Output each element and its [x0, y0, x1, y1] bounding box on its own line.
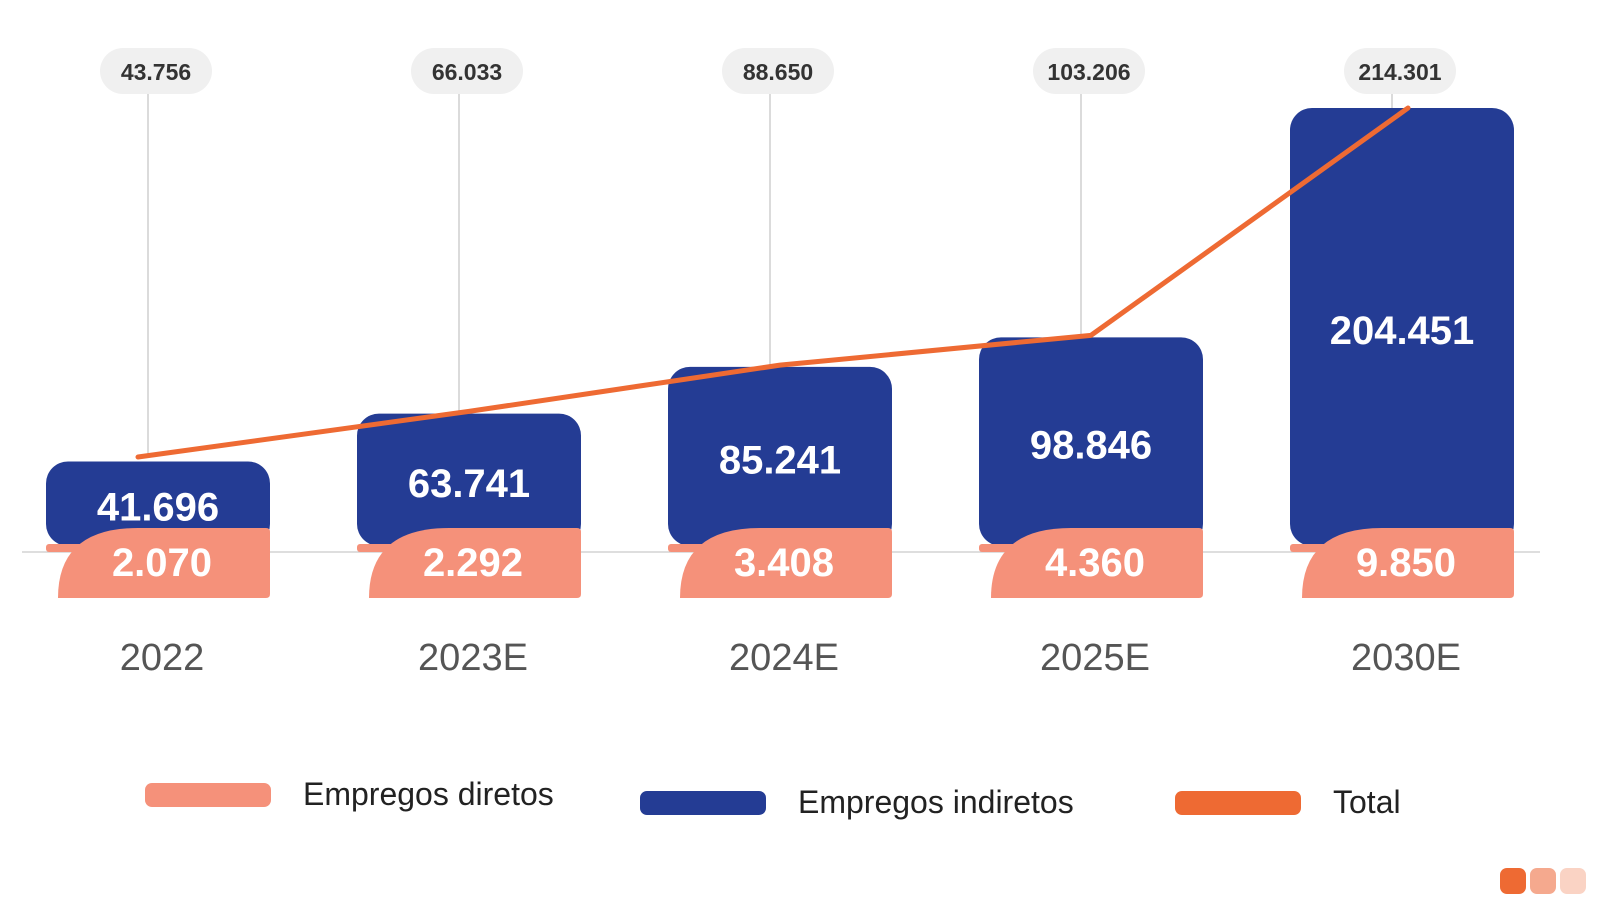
bar-direct [369, 528, 581, 598]
bar-direct-label: 4.360 [1045, 541, 1145, 585]
bar-indirect-label: 85.241 [719, 438, 841, 482]
x-tick-label: 2023E [418, 637, 528, 679]
bar-indirect [1290, 108, 1514, 546]
x-tick-label: 2024E [729, 637, 839, 679]
bar-direct-label: 2.070 [112, 541, 212, 585]
bar-indirect-label: 41.696 [97, 486, 219, 530]
legend-item-total: Total [1175, 784, 1401, 821]
legend-label-direct: Empregos diretos [303, 776, 554, 812]
total-pill [722, 48, 834, 94]
bar-direct-label: 9.850 [1356, 541, 1456, 585]
bar-direct [58, 528, 270, 598]
legend-item-indirect: Empregos indiretos [640, 784, 1074, 821]
x-tick-label: 2025E [1040, 637, 1150, 679]
decorative-dot-3 [1560, 868, 1586, 894]
bar-indirect-label: 63.741 [408, 462, 530, 506]
bar-direct [680, 528, 892, 598]
total-pill [100, 48, 212, 94]
legend-swatch-total [1175, 790, 1301, 815]
total-label: 103.206 [1047, 59, 1130, 85]
legend-swatch-direct [145, 782, 271, 807]
total-label: 88.650 [743, 59, 813, 85]
bar-direct [991, 528, 1203, 598]
chart-area: 41.696 2.070 2022 43.756 63.741 2.292 2023E 66.… [22, 48, 1540, 679]
decorative-dots [1500, 868, 1586, 894]
bar-indirect [357, 413, 581, 546]
decorative-dot-1 [1500, 868, 1526, 894]
legend-label-indirect: Empregos indiretos [798, 784, 1074, 820]
bar-indirect [668, 366, 892, 546]
legend: Empregos diretos Empregos indiretos Tota… [0, 776, 1600, 846]
total-line [135, 105, 1411, 460]
legend-swatch-indirect [640, 790, 766, 815]
bar-direct-label: 2.292 [423, 541, 523, 585]
x-tick-label: 2022 [120, 637, 205, 679]
total-pill [411, 48, 523, 94]
legend-item-direct: Empregos diretos [145, 776, 554, 813]
bar-direct [1302, 528, 1514, 598]
total-label: 66.033 [432, 59, 502, 85]
total-label: 43.756 [121, 59, 191, 85]
decorative-dot-2 [1530, 868, 1556, 894]
bar-direct-label: 3.408 [734, 541, 834, 585]
total-pill [1033, 48, 1145, 94]
total-label: 214.301 [1358, 59, 1441, 85]
bar-indirect [979, 337, 1203, 546]
bar-indirect-label: 98.846 [1030, 424, 1152, 468]
legend-label-total: Total [1333, 784, 1401, 820]
total-pill [1344, 48, 1456, 94]
x-tick-label: 2030E [1351, 637, 1461, 679]
bar-indirect [46, 461, 270, 546]
bar-indirect-label: 204.451 [1330, 309, 1475, 353]
